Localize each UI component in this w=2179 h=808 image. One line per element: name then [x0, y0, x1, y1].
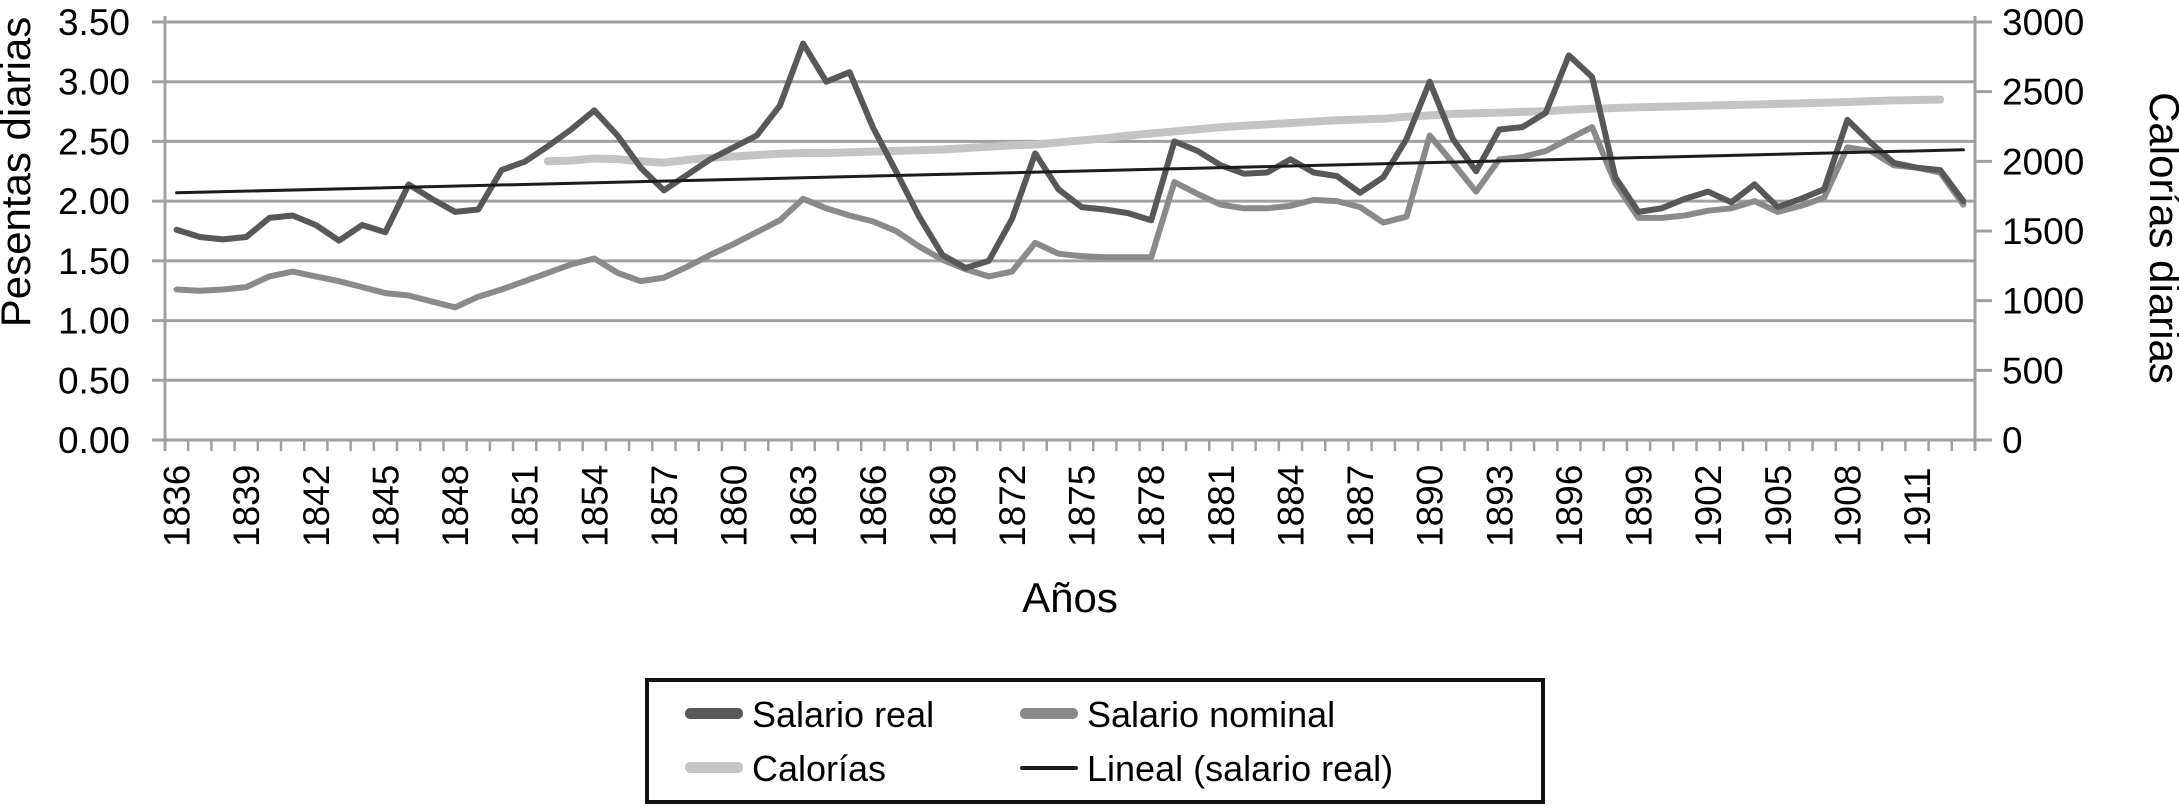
x-axis-year-label: 1884	[1270, 465, 1311, 547]
x-axis-year-label: 1872	[992, 465, 1033, 547]
legend-swatch-salario-real	[685, 708, 743, 719]
y-axis-right-tick-label: 2500	[2002, 72, 2084, 113]
chart-plot-area: 0.00 0.50 1.00 1.50 2.00 2.50 3.00 3.50 0 500 100…	[0, 2, 2179, 621]
series-line-salario-nominal	[173, 124, 1967, 311]
y-axis-right-tick-label: 1500	[2002, 211, 2084, 252]
x-axis-year-label: 1857	[644, 465, 685, 547]
y-axis-right-tick-labels: 0 500 1000 1500 2000 2500 3000	[2002, 2, 2084, 461]
x-axis-year-label: 1875	[1062, 465, 1103, 547]
x-axis-year-label: 1842	[296, 465, 337, 547]
y-axis-right-title: Calorías diarias	[2141, 92, 2179, 384]
x-axis-year-label: 1860	[714, 465, 755, 547]
series-line-calor-as	[543, 95, 1945, 167]
series-line-salario-real	[173, 40, 1967, 271]
legend-label-salario-real: Salario real	[752, 694, 935, 735]
legend-swatch-salario-nominal	[1020, 708, 1078, 719]
tick-marks	[163, 20, 1992, 451]
legend-swatch-lineal	[1020, 766, 1078, 770]
y-axis-left-tick-label: 1.50	[58, 241, 130, 282]
legend-swatch-calorias	[685, 762, 743, 773]
legend: Salario real Salario nominal Calorías Li…	[645, 678, 1545, 804]
x-axis-year-label: 1863	[783, 465, 824, 547]
x-axis-year-label: 1911	[1897, 467, 1938, 547]
x-axis-year-label: 1836	[157, 465, 198, 547]
x-axis-year-label: 1839	[226, 465, 267, 547]
y-axis-left-tick-label: 3.50	[58, 2, 130, 43]
y-axis-right-tick-label: 2000	[2002, 141, 2084, 182]
x-axis-year-label: 1848	[435, 465, 476, 547]
y-axis-right-tick-label: 3000	[2002, 2, 2084, 43]
y-axis-left-title: Pesentas diarias	[0, 17, 39, 328]
x-axis-year-label: 1869	[922, 465, 963, 547]
data-series-lines	[173, 40, 1967, 311]
y-axis-left-tick-label: 2.00	[58, 181, 130, 222]
series-line-lineal-salario-real-	[175, 148, 1965, 195]
x-axis-year-label: 1893	[1479, 465, 1520, 547]
x-axis-year-label: 1905	[1758, 465, 1799, 547]
y-axis-left-tick-label: 3.00	[58, 62, 130, 103]
x-axis-year-label: 1890	[1410, 465, 1451, 547]
y-axis-right-tick-label: 1000	[2002, 281, 2084, 322]
axes	[163, 16, 1977, 450]
legend-label-lineal: Lineal (salario real)	[1087, 748, 1394, 789]
x-axis-title: Años	[1022, 574, 1118, 621]
x-axis-year-label: 1887	[1340, 465, 1381, 547]
x-axis-year-label: 1851	[505, 465, 546, 547]
x-axis-year-label: 1899	[1619, 465, 1660, 547]
y-axis-right-tick-label: 500	[2002, 350, 2064, 391]
x-axis-year-label: 1902	[1688, 465, 1729, 547]
x-axis-year-label: 1896	[1549, 465, 1590, 547]
y-axis-left-tick-labels: 0.00 0.50 1.00 1.50 2.00 2.50 3.00 3.50	[58, 2, 130, 461]
legend-label-calorias: Calorías	[752, 748, 887, 789]
y-axis-left-tick-label: 2.50	[58, 121, 130, 162]
gridlines	[152, 20, 1975, 442]
x-axis-tick-labels: 1836 1839 1842 1845 1848 1851 1854 1857 1860 1863…	[157, 465, 1938, 547]
x-axis-year-label: 1878	[1131, 465, 1172, 547]
x-axis-year-label: 1881	[1201, 465, 1242, 547]
y-axis-left-tick-label: 1.00	[58, 301, 130, 342]
x-axis-year-label: 1908	[1827, 465, 1868, 547]
y-axis-left-tick-label: 0.00	[58, 420, 130, 461]
x-axis-year-label: 1866	[853, 465, 894, 547]
y-axis-left-tick-label: 0.50	[58, 360, 130, 401]
x-axis-year-label: 1845	[365, 465, 406, 547]
x-axis-year-label: 1854	[574, 465, 615, 547]
y-axis-right-tick-label: 0	[2002, 420, 2023, 461]
legend-label-salario-nominal: Salario nominal	[1087, 694, 1336, 735]
